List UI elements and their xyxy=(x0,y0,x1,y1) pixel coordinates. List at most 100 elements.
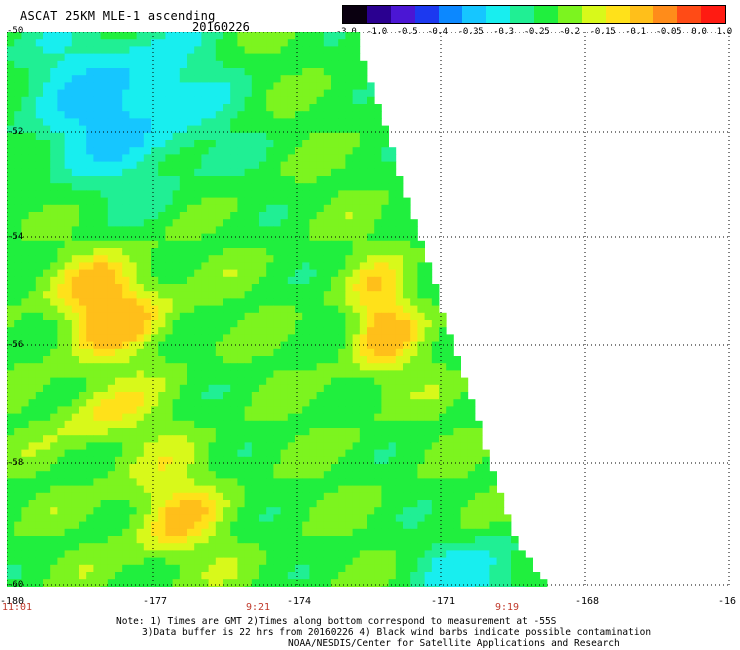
map-cell xyxy=(21,586,29,587)
map-cell xyxy=(172,435,181,443)
map-cell xyxy=(489,528,497,537)
map-cell xyxy=(187,507,195,515)
map-cell xyxy=(172,550,181,558)
map-cell xyxy=(172,269,181,278)
map-cell xyxy=(187,377,195,386)
map-cell xyxy=(71,327,80,335)
map-cell xyxy=(237,176,245,184)
map-cell xyxy=(215,370,224,378)
map-cell xyxy=(424,399,433,407)
map-cell xyxy=(309,255,317,263)
map-cell xyxy=(331,420,339,429)
map-cell xyxy=(14,82,22,90)
map-cell xyxy=(331,413,339,422)
map-cell xyxy=(28,96,37,105)
map-cell xyxy=(280,536,289,544)
map-cell xyxy=(287,269,296,278)
map-cell xyxy=(208,564,217,573)
map-cell xyxy=(388,348,397,357)
map-cell xyxy=(273,111,281,119)
map-cell xyxy=(237,291,245,299)
map-cell xyxy=(237,104,245,112)
map-cell xyxy=(359,111,368,119)
map-cell xyxy=(230,550,238,558)
map-cell xyxy=(194,406,202,414)
map-cell xyxy=(374,226,382,234)
map-cell xyxy=(35,406,44,414)
map-cell xyxy=(345,442,353,450)
map-cell xyxy=(280,341,289,350)
map-cell xyxy=(403,586,411,587)
map-cell xyxy=(14,291,22,299)
map-cell xyxy=(230,32,238,40)
map-cell xyxy=(129,370,137,378)
map-cell xyxy=(50,89,58,98)
map-cell xyxy=(287,291,296,299)
map-cell xyxy=(302,521,310,530)
map-cell xyxy=(359,219,368,227)
map-cell xyxy=(266,125,274,134)
map-cell xyxy=(187,255,195,263)
map-cell xyxy=(215,564,224,573)
map-cell xyxy=(50,399,58,407)
map-cell xyxy=(50,255,58,263)
map-cell xyxy=(259,312,267,321)
map-cell xyxy=(302,204,310,213)
map-cell xyxy=(28,507,37,515)
map-cell xyxy=(28,132,37,141)
map-cell xyxy=(237,406,245,414)
map-cell xyxy=(79,197,87,206)
map-cell xyxy=(107,147,116,155)
map-cell xyxy=(359,291,368,299)
map-cell xyxy=(86,557,94,566)
map-cell xyxy=(417,428,425,436)
map-cell xyxy=(367,471,375,479)
map-cell xyxy=(143,161,152,170)
map-cell xyxy=(179,521,188,530)
map-cell xyxy=(439,572,447,580)
map-cell xyxy=(43,312,51,321)
map-cell xyxy=(107,190,116,198)
map-cell xyxy=(165,240,173,249)
map-cell xyxy=(172,255,181,263)
map-cell xyxy=(287,507,296,515)
map-cell xyxy=(143,226,152,234)
map-cell xyxy=(64,240,73,249)
map-cell xyxy=(374,348,382,357)
map-cell xyxy=(287,154,296,162)
map-cell xyxy=(28,471,37,479)
map-cell xyxy=(244,492,253,501)
map-cell xyxy=(295,132,303,141)
map-cell xyxy=(129,276,137,285)
map-cell xyxy=(323,255,332,263)
map-cell xyxy=(237,204,245,213)
map-cell xyxy=(158,384,166,393)
map-cell xyxy=(143,334,152,342)
map-cell xyxy=(482,557,490,566)
map-cell xyxy=(14,140,22,148)
map-cell xyxy=(187,204,195,213)
map-cell xyxy=(194,291,202,299)
map-cell xyxy=(151,514,159,522)
map-cell xyxy=(381,586,389,587)
map-cell xyxy=(439,550,447,558)
map-cell xyxy=(403,500,411,508)
map-cell xyxy=(21,89,29,98)
map-cell xyxy=(345,492,353,501)
map-cell xyxy=(381,154,389,162)
map-cell xyxy=(187,269,195,278)
map-cell xyxy=(331,377,339,386)
map-cell xyxy=(201,536,209,544)
map-cell xyxy=(323,507,332,515)
map-cell xyxy=(172,118,181,126)
map-cell xyxy=(374,154,382,162)
map-cell xyxy=(187,298,195,306)
map-cell xyxy=(309,485,317,494)
map-cell xyxy=(431,334,440,342)
map-cell xyxy=(309,507,317,515)
map-cell xyxy=(403,485,411,494)
map-cell xyxy=(302,377,310,386)
map-cell xyxy=(338,233,346,242)
map-cell xyxy=(266,536,274,544)
map-cell xyxy=(172,442,181,450)
